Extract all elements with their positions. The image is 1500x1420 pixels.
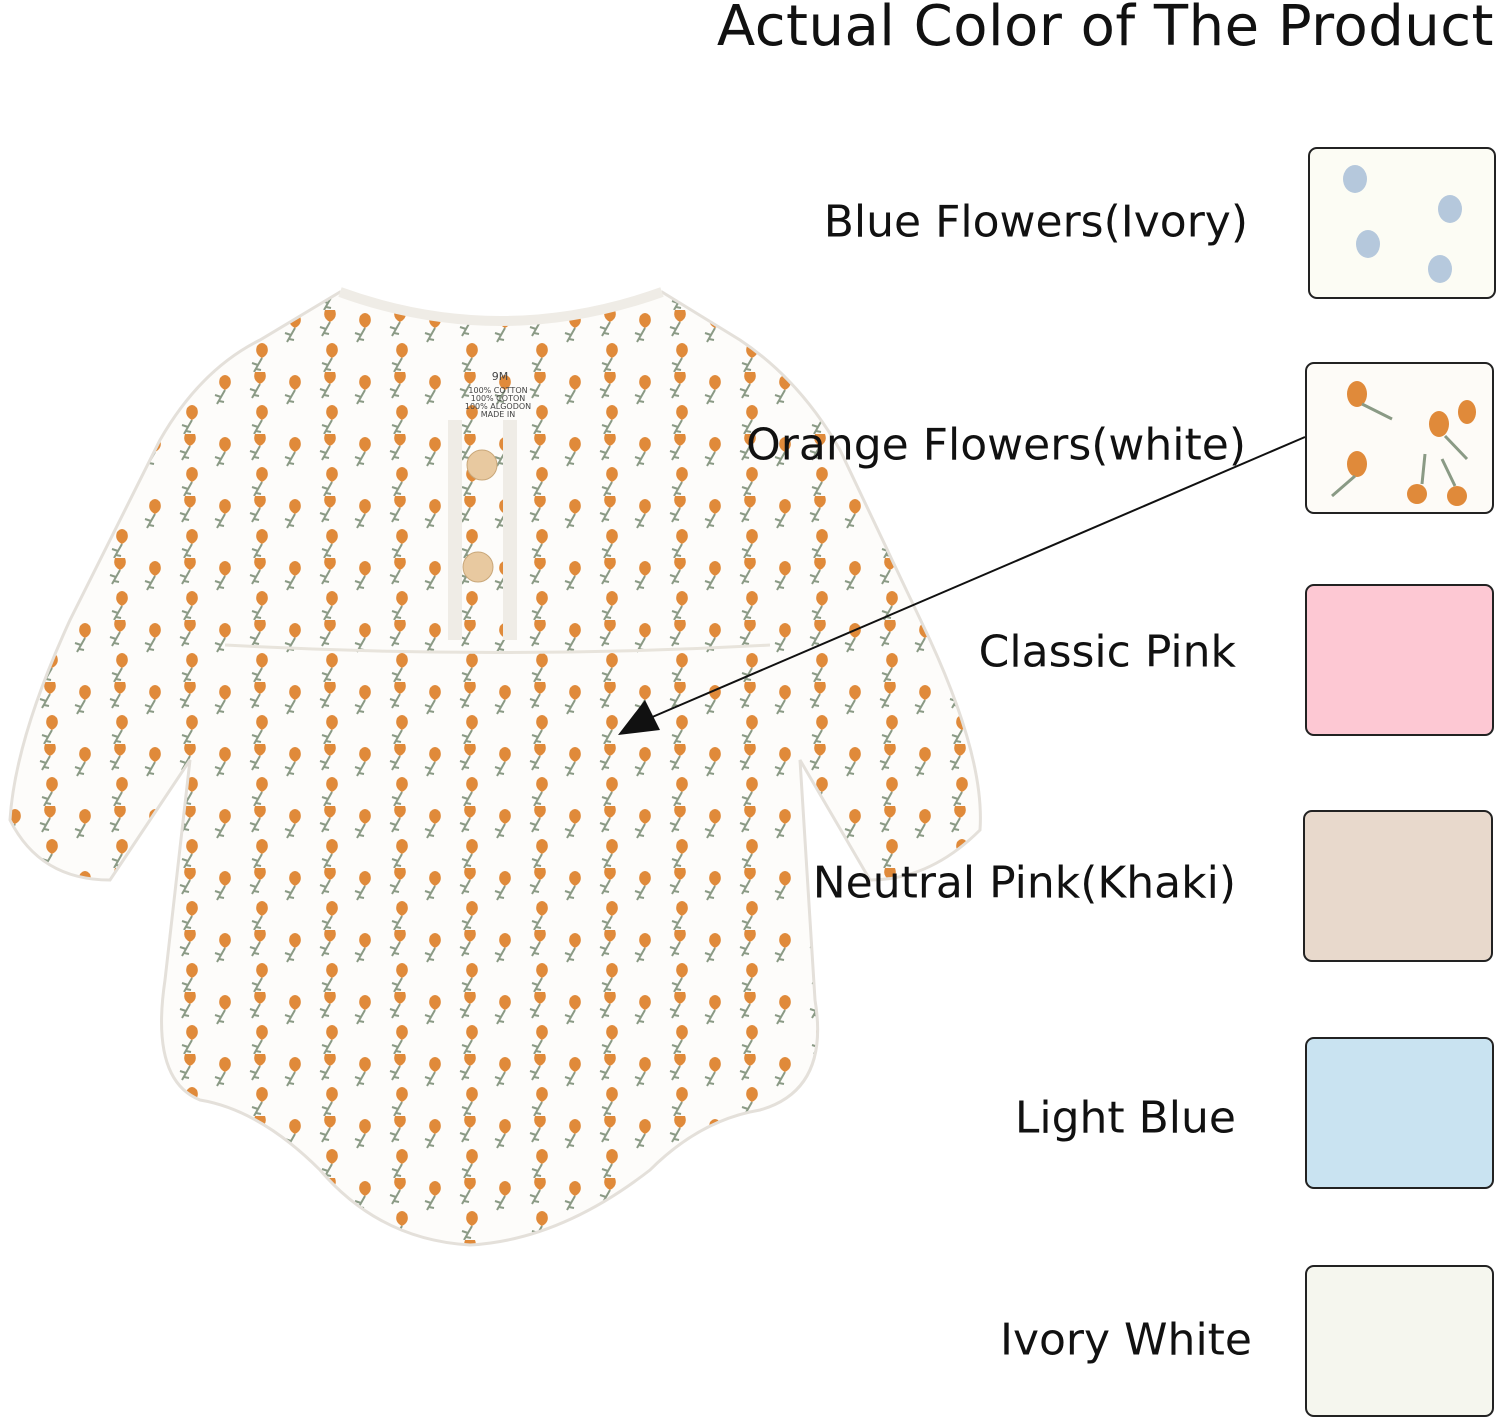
- tag-line: 100% COTTON: [468, 386, 527, 395]
- garment-tag: 9M 100% COTTON 100% COTON 100% ALGODON M…: [465, 370, 531, 419]
- arrow-pointer: [618, 436, 1306, 735]
- color-label-neutral-pink: Neutral Pink(Khaki): [812, 857, 1236, 909]
- swatch-ivory-white: [1305, 1265, 1494, 1417]
- color-label-orange-flowers: Orange Flowers(white): [746, 419, 1246, 471]
- color-label-blue-flowers: Blue Flowers(Ivory): [823, 196, 1248, 248]
- tag-size: 9M: [492, 370, 509, 383]
- orange-flower-pattern-icon: [1331, 381, 1476, 506]
- tag-line: 100% COTON: [471, 394, 525, 403]
- color-label-light-blue: Light Blue: [1014, 1092, 1236, 1144]
- swatch-neutral-pink: [1303, 810, 1493, 962]
- button-bottom: [462, 551, 494, 583]
- swatch-blue-flowers: [1308, 147, 1496, 299]
- blue-flower-pattern-icon: [1343, 165, 1462, 283]
- tag-line: 100% ALGODON: [465, 402, 531, 411]
- swatch-orange-flowers: [1305, 362, 1494, 514]
- color-label-ivory-white: Ivory White: [1000, 1314, 1252, 1366]
- tag-line: MADE IN: [481, 410, 515, 419]
- color-label-classic-pink: Classic Pink: [978, 626, 1236, 678]
- romper-garment: 9M 100% COTTON 100% COTON 100% ALGODON M…: [8, 287, 982, 1247]
- swatch-classic-pink: [1305, 584, 1494, 736]
- button-top: [466, 449, 498, 481]
- swatch-light-blue: [1305, 1037, 1494, 1189]
- page-title: Actual Color of The Product: [716, 0, 1494, 59]
